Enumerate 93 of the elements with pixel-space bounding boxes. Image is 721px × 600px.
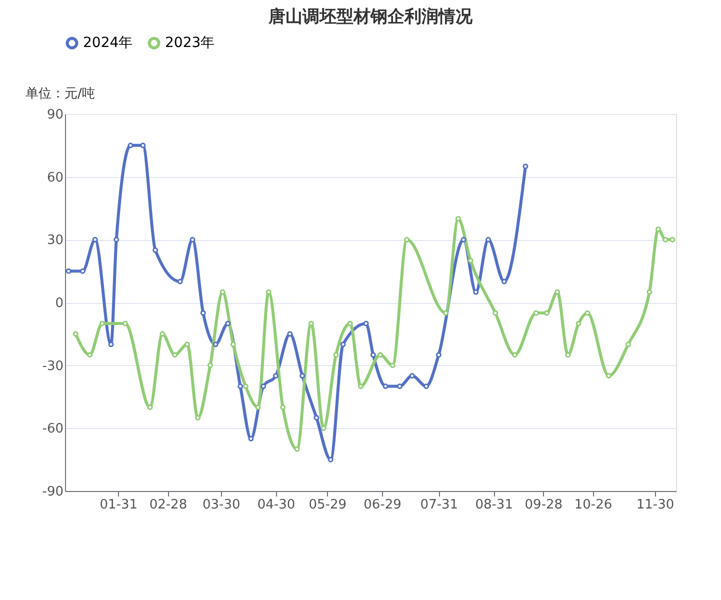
point bbox=[576, 320, 582, 326]
x-tick-label: 09-28 bbox=[524, 498, 563, 512]
point bbox=[455, 216, 461, 222]
point bbox=[225, 320, 231, 326]
x-tick-label: 08-31 bbox=[475, 498, 513, 512]
point bbox=[92, 236, 98, 242]
point bbox=[255, 404, 261, 410]
point bbox=[72, 331, 78, 337]
point bbox=[200, 310, 206, 316]
point bbox=[260, 384, 266, 390]
point bbox=[172, 352, 178, 358]
point bbox=[87, 352, 93, 358]
point bbox=[390, 362, 396, 368]
point bbox=[212, 342, 218, 348]
point bbox=[242, 384, 248, 390]
point bbox=[358, 384, 364, 390]
point bbox=[177, 278, 183, 284]
point bbox=[468, 258, 474, 264]
x-tick-label: 05-29 bbox=[308, 498, 346, 512]
point bbox=[512, 352, 518, 358]
y-tick-label: -60 bbox=[42, 422, 64, 437]
point bbox=[333, 352, 339, 358]
point bbox=[443, 310, 449, 316]
point bbox=[424, 384, 430, 390]
x-tick-label: 02-28 bbox=[149, 498, 188, 512]
y-tick-label: -90 bbox=[42, 484, 64, 500]
point bbox=[280, 404, 286, 410]
point bbox=[99, 320, 105, 326]
point bbox=[152, 247, 158, 253]
point bbox=[486, 236, 492, 242]
point bbox=[248, 436, 254, 442]
point bbox=[409, 373, 415, 379]
x-tick-label: 07-31 bbox=[420, 498, 458, 512]
point bbox=[147, 404, 153, 410]
point bbox=[670, 236, 676, 242]
y-tick-label: -30 bbox=[42, 358, 64, 374]
point bbox=[492, 310, 498, 316]
point bbox=[377, 352, 383, 358]
point bbox=[128, 142, 134, 148]
point bbox=[294, 446, 300, 452]
point bbox=[195, 414, 201, 420]
point bbox=[66, 268, 72, 274]
point bbox=[656, 226, 662, 232]
point bbox=[625, 342, 631, 348]
point bbox=[396, 384, 402, 390]
point bbox=[565, 352, 571, 358]
point bbox=[160, 331, 166, 337]
point bbox=[533, 310, 539, 316]
x-tick-label: 11-30 bbox=[636, 498, 674, 512]
point bbox=[328, 456, 334, 462]
point bbox=[220, 289, 226, 295]
legend-label: 2023年 bbox=[165, 35, 215, 52]
point bbox=[662, 236, 668, 242]
point bbox=[363, 320, 369, 326]
x-tick-label: 04-30 bbox=[257, 498, 296, 512]
y-axis-title: 单位：元/吨 bbox=[26, 86, 95, 102]
point bbox=[340, 342, 346, 348]
point bbox=[347, 320, 353, 326]
y-tick-label: 60 bbox=[46, 170, 64, 186]
point bbox=[273, 373, 278, 379]
point bbox=[460, 236, 466, 242]
point bbox=[287, 331, 293, 337]
point bbox=[80, 268, 86, 274]
x-tick-label: 01-31 bbox=[100, 498, 138, 512]
point bbox=[646, 289, 652, 295]
point bbox=[522, 164, 528, 170]
point bbox=[320, 425, 326, 431]
y-tick-label: 90 bbox=[46, 108, 64, 122]
point bbox=[606, 373, 612, 379]
point bbox=[554, 289, 560, 295]
point bbox=[207, 362, 213, 368]
point bbox=[300, 373, 306, 379]
point bbox=[230, 342, 236, 348]
point bbox=[404, 236, 410, 242]
point bbox=[238, 384, 244, 390]
chart-title: 唐山调坯型材钢企利润情况 bbox=[268, 7, 474, 27]
point bbox=[473, 289, 479, 295]
point bbox=[382, 384, 388, 390]
point bbox=[314, 414, 320, 420]
x-tick-label: 10-26 bbox=[574, 498, 612, 512]
x-tick-label: 06-29 bbox=[364, 498, 402, 512]
point bbox=[184, 342, 190, 348]
point bbox=[584, 310, 590, 316]
point bbox=[140, 142, 146, 148]
point bbox=[501, 278, 507, 284]
point bbox=[190, 236, 196, 242]
point bbox=[436, 352, 442, 358]
point bbox=[370, 352, 376, 358]
point bbox=[114, 236, 120, 242]
y-tick-label: 30 bbox=[46, 233, 64, 248]
x-tick-label: 03-30 bbox=[202, 498, 240, 512]
legend-label: 2024年 bbox=[83, 35, 133, 52]
y-tick-label: 0 bbox=[55, 296, 64, 311]
